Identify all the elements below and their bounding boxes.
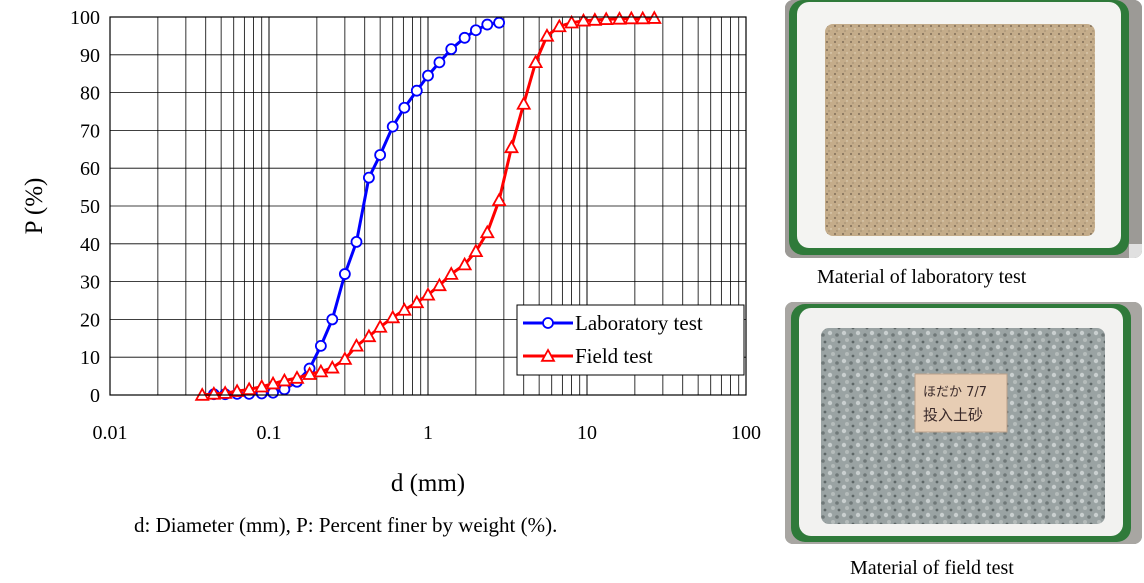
y-tick-label: 0 xyxy=(90,385,100,407)
y-tick-label: 70 xyxy=(80,120,100,142)
y-tick-labels: 0 10 20 30 40 50 60 70 80 90 100 xyxy=(70,7,100,407)
figure-caption: d: Diameter (mm), P: Percent finer by we… xyxy=(134,513,558,537)
x-tick-label: 10 xyxy=(577,422,597,444)
data-point xyxy=(457,256,473,271)
data-point xyxy=(386,120,399,133)
gravel-tray-image: ほだか 7/7 投入土砂 xyxy=(785,302,1142,544)
data-point xyxy=(398,101,411,114)
data-point xyxy=(410,84,423,97)
data-point xyxy=(433,56,446,69)
data-point xyxy=(409,294,425,309)
y-tick-label: 10 xyxy=(80,347,100,369)
photo-caption-laboratory: Material of laboratory test xyxy=(817,266,1027,288)
x-tick-label: 1 xyxy=(423,422,433,444)
data-point xyxy=(374,149,387,161)
plot-frame xyxy=(109,16,747,396)
legend-label: Field test xyxy=(575,344,653,368)
data-point xyxy=(348,338,365,352)
series-layer xyxy=(194,10,662,401)
data-point xyxy=(337,351,353,365)
data-point xyxy=(445,43,458,56)
photo-handwritten-label-line-2: 投入土砂 xyxy=(923,406,983,424)
data-point xyxy=(324,359,340,374)
data-point xyxy=(564,14,580,29)
legend: Laboratory test Field test xyxy=(516,304,745,376)
y-tick-label: 80 xyxy=(80,83,100,105)
data-point xyxy=(587,12,603,26)
data-point xyxy=(420,286,436,301)
y-tick-label: 100 xyxy=(70,7,100,29)
photo-laboratory-material xyxy=(785,0,1142,258)
photo-field-material: ほだか 7/7 投入土砂 xyxy=(785,302,1142,544)
data-point xyxy=(551,18,567,33)
data-point xyxy=(254,378,270,393)
y-tick-label: 60 xyxy=(80,158,100,180)
data-point xyxy=(289,370,305,384)
data-point xyxy=(528,54,544,69)
legend-entry: Laboratory test xyxy=(523,311,703,335)
data-point xyxy=(350,236,363,248)
data-point xyxy=(326,313,339,326)
data-point xyxy=(396,302,412,316)
x-tick-label: 0.01 xyxy=(93,422,128,444)
data-point xyxy=(493,16,505,29)
legend-box xyxy=(516,304,745,376)
data-point xyxy=(479,224,495,239)
data-point xyxy=(422,69,434,82)
data-point xyxy=(363,171,375,184)
data-point xyxy=(458,31,471,44)
data-point xyxy=(468,243,484,258)
sand-tray-image xyxy=(785,0,1142,258)
data-point xyxy=(229,383,245,397)
y-axis-label: P (%) xyxy=(21,178,48,235)
data-point xyxy=(338,268,351,280)
data-point xyxy=(276,372,292,387)
y-tick-label: 20 xyxy=(80,309,100,331)
data-point xyxy=(516,96,532,110)
data-point xyxy=(540,348,556,362)
data-point xyxy=(623,10,639,25)
data-point xyxy=(431,277,447,292)
grain-size-chart: 0 10 20 30 40 50 60 70 80 90 100 0.01 0.1 1 10 100 d (… xyxy=(21,7,762,497)
photo-handwritten-label-line-1: ほだか 7/7 xyxy=(923,385,987,400)
legend-entry: Field test xyxy=(523,344,653,368)
data-point xyxy=(313,363,329,378)
photo-caption-field: Material of field test xyxy=(850,557,1014,579)
data-point xyxy=(481,18,494,31)
data-point xyxy=(265,375,281,390)
data-point xyxy=(575,12,591,27)
data-point xyxy=(539,28,555,42)
x-tick-labels: 0.01 0.1 1 10 100 xyxy=(93,422,762,444)
data-point xyxy=(611,11,627,25)
data-point xyxy=(361,328,377,343)
series-field-test xyxy=(194,10,662,401)
data-point xyxy=(598,11,614,25)
x-tick-label: 100 xyxy=(731,422,761,444)
data-point xyxy=(372,319,388,333)
data-point xyxy=(302,366,318,380)
x-tick-label: 0.1 xyxy=(257,422,282,444)
legend-label: Laboratory test xyxy=(575,311,703,335)
data-point xyxy=(206,386,222,400)
data-point xyxy=(635,10,651,25)
y-tick-label: 30 xyxy=(80,272,100,294)
x-axis-label: d (mm) xyxy=(391,470,465,497)
data-point xyxy=(443,266,459,280)
data-point xyxy=(241,381,257,396)
data-point xyxy=(491,192,507,207)
data-point xyxy=(314,339,327,352)
y-tick-label: 90 xyxy=(80,45,100,67)
y-tick-label: 50 xyxy=(80,196,100,218)
y-tick-label: 40 xyxy=(80,234,100,256)
data-point xyxy=(542,317,554,329)
series-laboratory-test xyxy=(207,16,505,401)
data-point xyxy=(503,139,520,154)
data-point xyxy=(385,309,401,324)
data-point xyxy=(469,24,482,37)
